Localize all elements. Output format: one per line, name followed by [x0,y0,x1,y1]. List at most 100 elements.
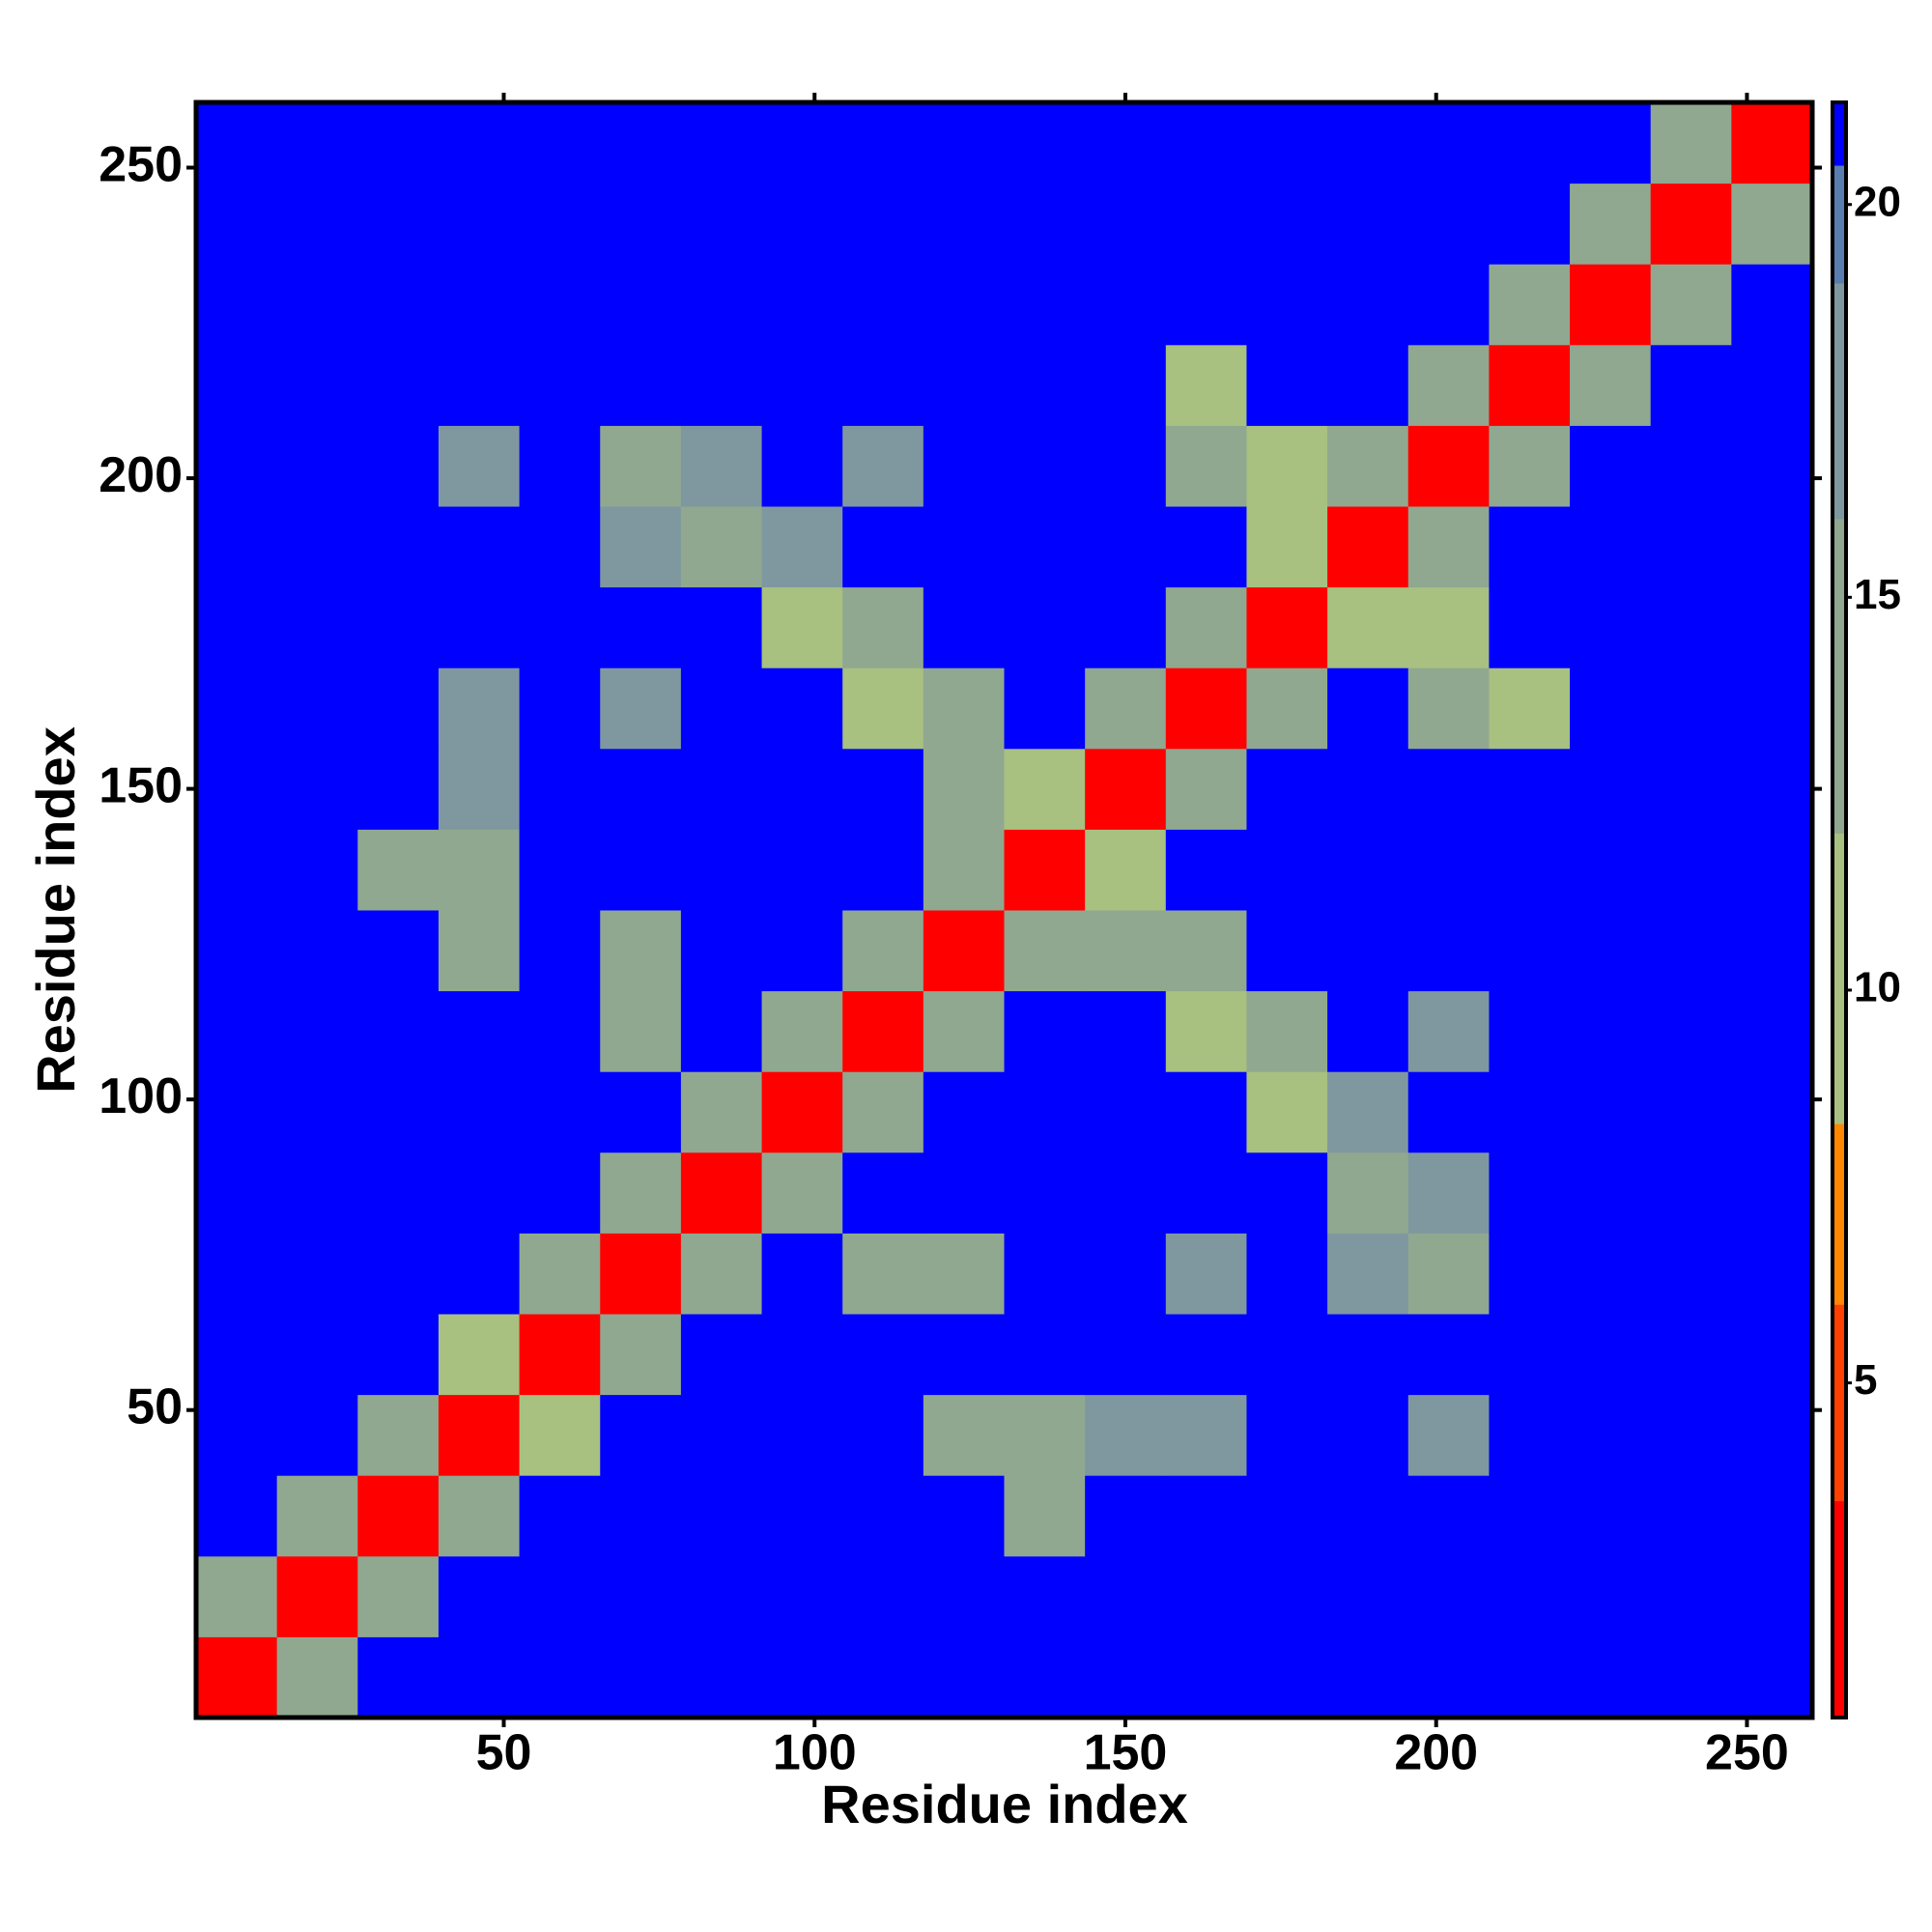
heatmap-cell [923,829,1005,911]
heatmap-cell [680,1314,763,1396]
x-tick-label: 150 [1084,1725,1168,1781]
heatmap-cell [438,829,521,911]
heatmap-cell [923,1314,1005,1396]
colorbar-tick-label: 10 [1854,964,1901,1011]
heatmap-cell [1650,668,1732,750]
heatmap-cell [1165,1636,1247,1719]
heatmap-cell [600,1233,682,1315]
heatmap-cell [1407,264,1490,346]
heatmap-cell [1731,1555,1813,1637]
colorbar-segment [1833,283,1846,520]
heatmap-cell [276,1555,358,1637]
heatmap-cell [1650,748,1732,830]
heatmap-cell [1165,264,1247,346]
heatmap-cell [1570,1071,1652,1153]
heatmap-cell [276,1233,358,1315]
heatmap-cell [357,183,440,265]
heatmap-cell [1004,748,1086,830]
heatmap-cell [438,183,521,265]
heatmap-cell [761,1394,843,1476]
heatmap-cell [842,1555,924,1637]
heatmap-cell [1650,264,1732,346]
colorbar-segment [1833,1304,1846,1502]
heatmap-cell [1085,344,1167,426]
heatmap-cell [1004,990,1086,1072]
heatmap-cell [680,668,763,750]
heatmap-cell [196,748,278,830]
heatmap-cell [519,990,601,1072]
heatmap-cell [196,1314,278,1396]
heatmap-cell [761,264,843,346]
heatmap-cell [1570,586,1652,668]
heatmap-cell [1085,668,1167,750]
heatmap-cell [842,425,924,507]
heatmap-cell [1004,1314,1086,1396]
heatmap-cell [1570,829,1652,911]
heatmap-cell [600,183,682,265]
heatmap-cell [1570,1636,1652,1719]
heatmap-cell [1570,910,1652,992]
heatmap-cell [923,1394,1005,1476]
heatmap-cell [357,1555,440,1637]
heatmap-cell [1004,1394,1086,1476]
heatmap-cell [1085,910,1167,992]
heatmap-cell [761,748,843,830]
heatmap-cell [1165,1314,1247,1396]
heatmap-cell [276,183,358,265]
y-axis-label: Residue index [25,726,86,1094]
heatmap-cell [1650,102,1732,185]
heatmap-cell [1246,1071,1328,1153]
heatmap-cell [842,506,924,588]
heatmap-cell [438,1555,521,1637]
heatmap-cell [438,102,521,185]
heatmap-cell [1165,1151,1247,1234]
colorbar-tick-label: 5 [1854,1356,1877,1404]
heatmap-cell [1650,910,1732,992]
heatmap-cell [357,1233,440,1315]
heatmap-cell [519,264,601,346]
heatmap-cell [1246,1233,1328,1315]
heatmap-cell [196,1475,278,1557]
heatmap-cell [1407,990,1490,1072]
heatmap-cell [1246,1394,1328,1476]
heatmap-cell [1407,586,1490,668]
heatmap-cell [1085,264,1167,346]
heatmap-cell [761,1475,843,1557]
heatmap-cell [680,829,763,911]
heatmap-cell [842,183,924,265]
heatmap-cell [519,1475,601,1557]
heatmap-cell [1004,102,1086,185]
heatmap-cell [1246,668,1328,750]
heatmap-cell [1407,1555,1490,1637]
heatmap-cell [357,990,440,1072]
heatmap-cell [1085,102,1167,185]
heatmap-cell [196,586,278,668]
colorbar-tick-label: 15 [1854,571,1901,618]
heatmap-cell [1407,506,1490,588]
heatmap-cell [1004,910,1086,992]
heatmap-cell [1489,425,1571,507]
heatmap-cell [842,1394,924,1476]
heatmap-cell [438,264,521,346]
heatmap-cell [761,425,843,507]
heatmap-cell [519,910,601,992]
x-tick-label: 250 [1705,1725,1789,1781]
heatmap-cell [519,1151,601,1234]
heatmap-cell [1731,910,1813,992]
x-tick-label: 100 [773,1725,857,1781]
heatmap-cell [1731,1151,1813,1234]
heatmap-cell [1085,1636,1167,1719]
heatmap-cell [276,344,358,426]
heatmap-cell [1246,990,1328,1072]
heatmap-cell [438,506,521,588]
heatmap-cell [1327,264,1409,346]
heatmap-cell [438,748,521,830]
heatmap-cell [1165,1233,1247,1315]
heatmap-cell [923,586,1005,668]
heatmap-cell [1489,102,1571,185]
heatmap-cell [1165,1475,1247,1557]
heatmap-cell [923,1636,1005,1719]
heatmap-cell [196,990,278,1072]
heatmap-cell [276,1394,358,1476]
heatmap-cell [1165,1555,1247,1637]
